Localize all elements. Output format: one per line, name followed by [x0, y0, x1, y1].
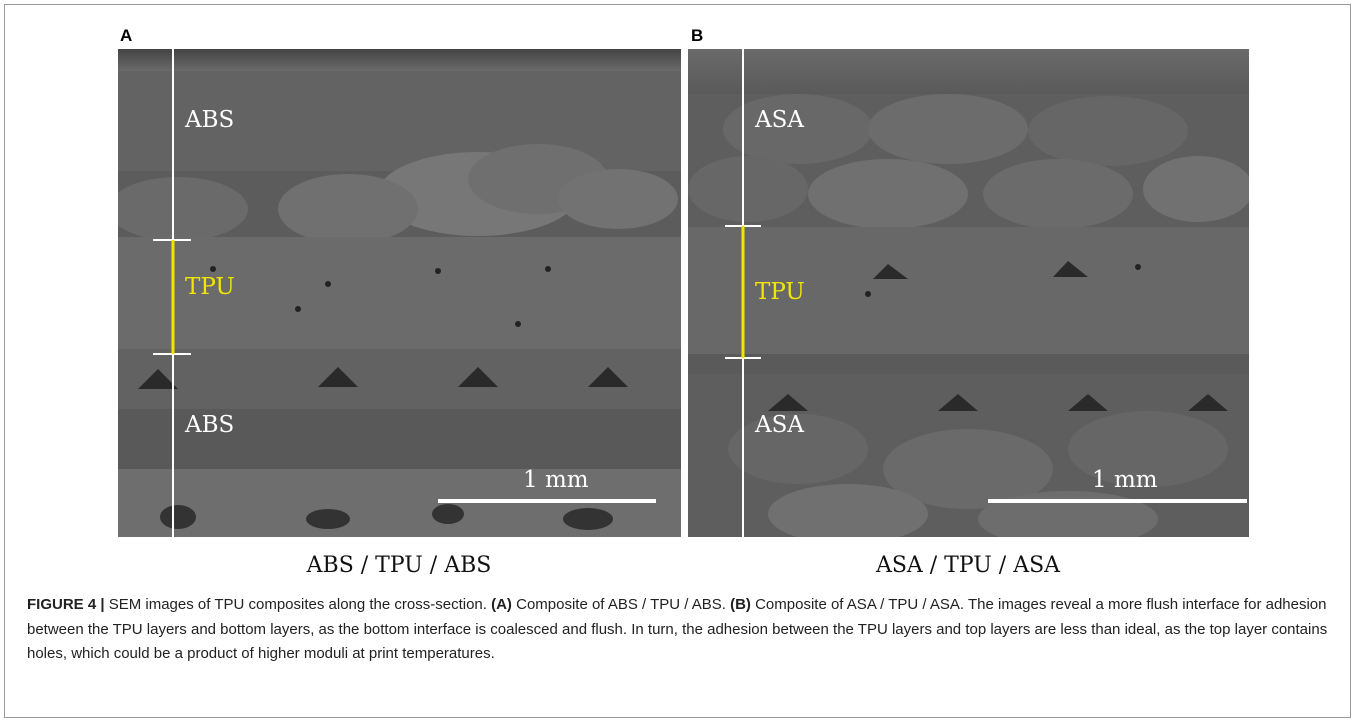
panel-a-top-layer-label: ABS	[185, 107, 235, 133]
figure-caption-a-ref: (A)	[491, 596, 512, 613]
figure-caption-a-text: Composite of ABS / TPU / ABS.	[511, 596, 731, 613]
sem-micrograph-a	[118, 49, 681, 537]
panel-a-bottom-layer-label: ABS	[185, 412, 235, 438]
panel-a-letter: A	[120, 26, 133, 45]
figure-caption: FIGURE 4 | SEM images of TPU composites …	[27, 593, 1342, 667]
figure-caption-b-ref: (B)	[730, 596, 751, 613]
panel-a-middle-layer-label: TPU	[185, 274, 235, 300]
figure-frame: A	[4, 4, 1351, 718]
panel-b-scale-label: 1 mm	[1092, 467, 1158, 493]
sem-micrograph-b	[688, 49, 1249, 537]
panel-a-caption: ABS / TPU / ABS	[306, 553, 492, 578]
figure-caption-intro: SEM images of TPU composites along the c…	[104, 596, 492, 613]
figure-caption-b-text: Composite of ASA / TPU / ASA. The images…	[27, 596, 1328, 662]
panel-b-top-layer-label: ASA	[755, 107, 804, 133]
panel-b-caption: ASA / TPU / ASA	[875, 553, 1061, 578]
sem-image-b: ASA TPU ASA 1 mm	[688, 49, 1249, 537]
panel-b-middle-layer-label: TPU	[755, 279, 805, 305]
panel-b-bottom-layer-label: ASA	[755, 412, 804, 438]
sem-image-a: ABS TPU ABS 1 mm	[118, 49, 681, 537]
panel-a-scale-label: 1 mm	[523, 467, 589, 493]
figure-caption-label: FIGURE 4 |	[27, 596, 105, 613]
panel-b-letter: B	[691, 26, 704, 45]
